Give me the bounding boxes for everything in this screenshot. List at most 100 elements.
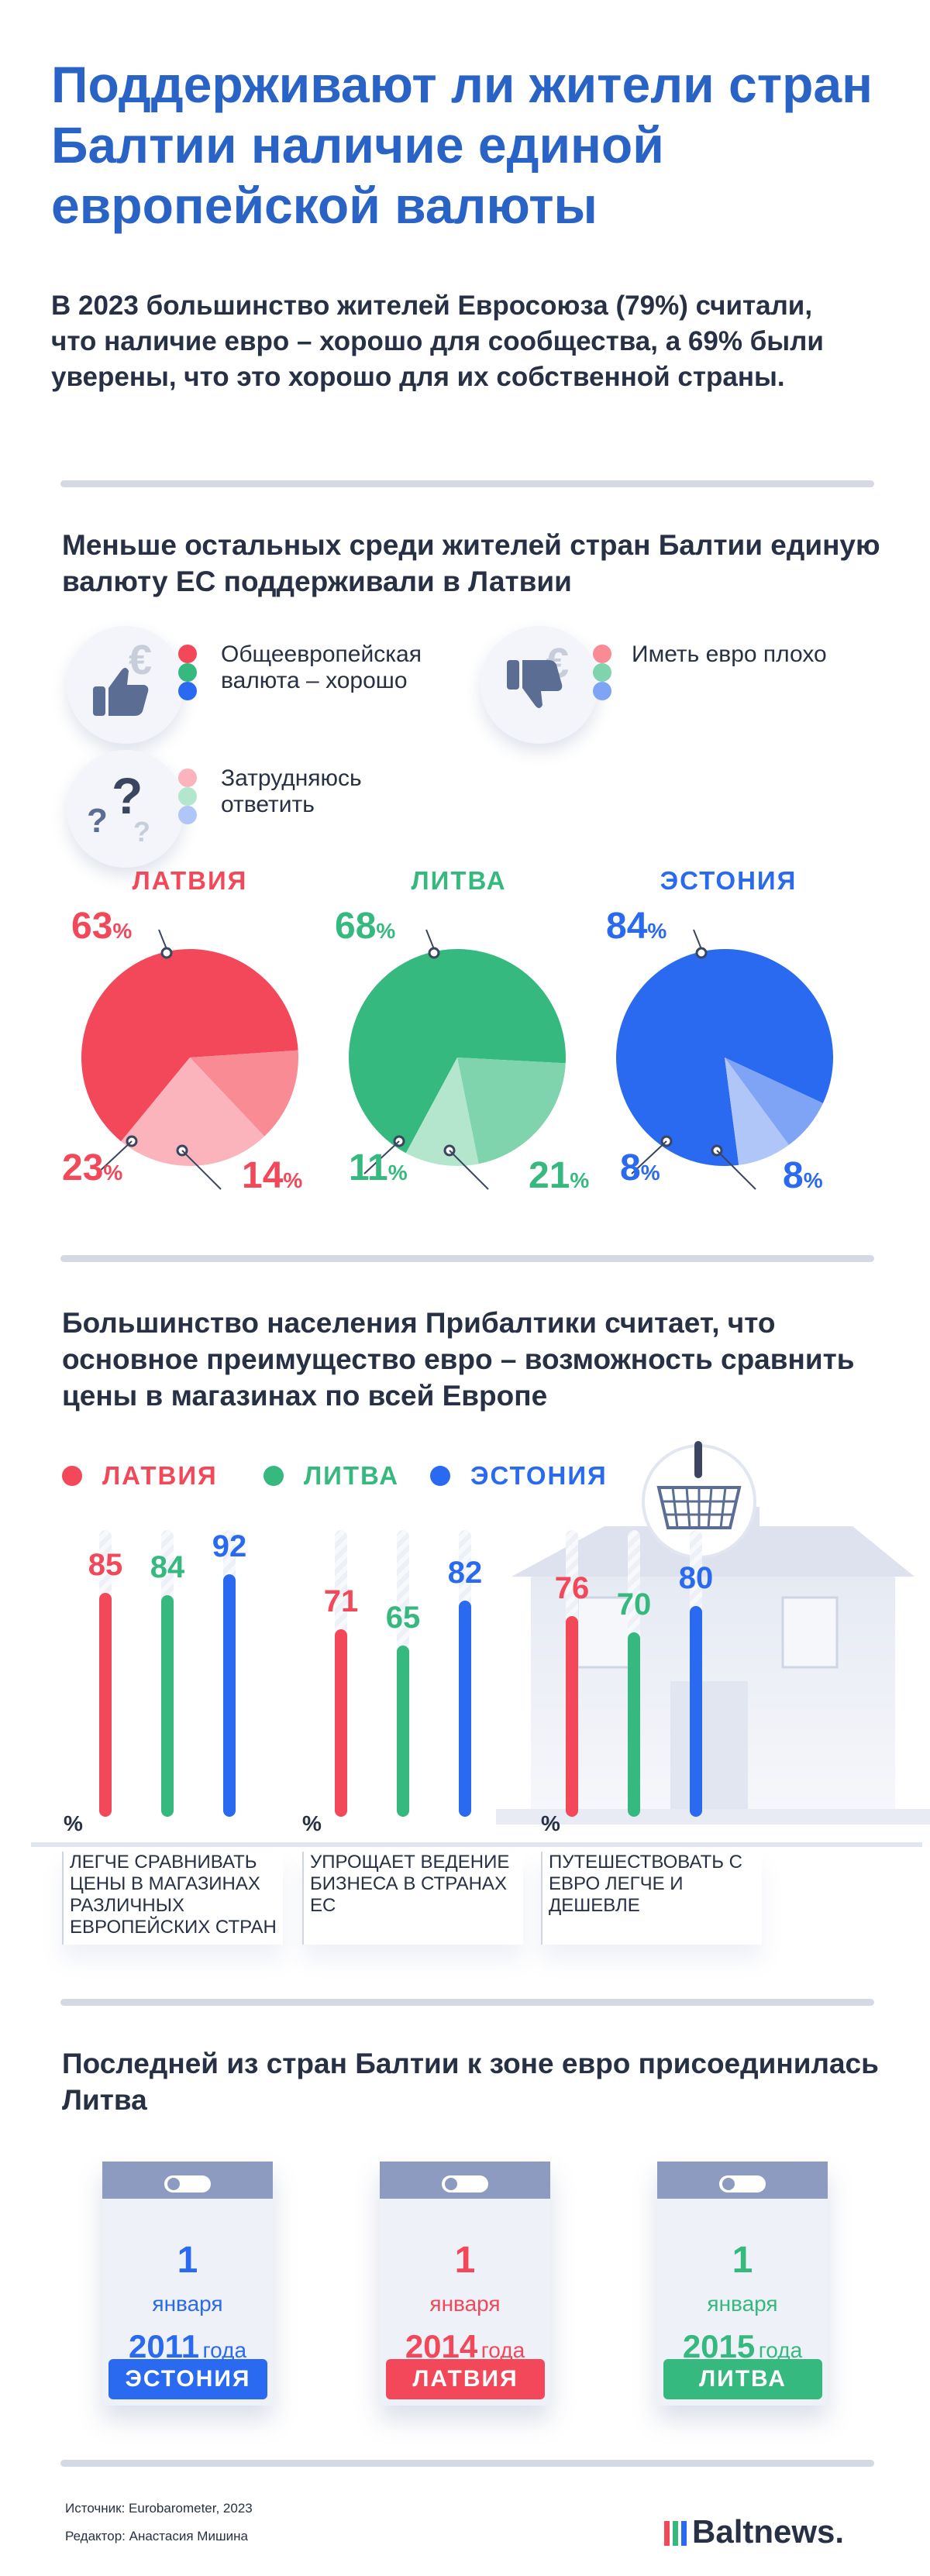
editor-text: Редактор: Анастасия Мишина: [65, 2529, 248, 2543]
legend-dot: [178, 787, 197, 806]
legend-dot: [178, 645, 197, 663]
category-label-prices: ЛЕГЧЕ СРАВНИВАТЬ ЦЕНЫ В МАГАЗИНАХ РАЗЛИЧ…: [62, 1852, 283, 1945]
pct-axis-label: %: [302, 1811, 322, 1835]
calendar-month: января: [429, 2292, 501, 2316]
pie-title-lithuania: ЛИТВА: [411, 866, 507, 895]
pie-value: 8: [620, 1147, 641, 1188]
logo-text: Baltnews.: [692, 2513, 845, 2550]
legend-estonia: ЭСТОНИЯ: [470, 1461, 608, 1490]
pie-slice: [405, 1058, 479, 1166]
legend-dot: [178, 682, 197, 700]
pie-value: 21: [529, 1155, 570, 1196]
bar-value-label: 65: [385, 1600, 421, 1635]
pct-label: 21%: [529, 1155, 590, 1196]
legend-label-bad: Иметь евро плохо: [632, 641, 827, 667]
pct-label: 8%: [783, 1155, 823, 1196]
legend-dot: [178, 663, 197, 682]
bar-value-label: 85: [88, 1547, 123, 1582]
pie-slice: [121, 1058, 265, 1166]
divider: [60, 1999, 874, 2006]
calendar-year: 2011: [128, 2328, 200, 2364]
pie-slice: [81, 949, 298, 1142]
calendar-year-word: года: [758, 2338, 803, 2362]
logo-bar: [673, 2521, 678, 2546]
pct-label: 8%: [620, 1147, 660, 1188]
category-label-business: УПРОЩАЕТ ВЕДЕНИЕ БИЗНЕСА В СТРАНАХ ЕС: [302, 1852, 523, 1945]
pct-axis-label: %: [541, 1811, 560, 1835]
pct-label: 68%: [335, 906, 396, 947]
section1-heading: Меньше остальных среди жителей стран Бал…: [62, 529, 880, 597]
pct-label: 63%: [71, 906, 133, 947]
calendar-day: 1: [177, 2240, 198, 2281]
bar-value-label: 84: [150, 1550, 185, 1585]
leader-line: [631, 1140, 667, 1175]
pie-slice: [457, 1058, 566, 1164]
calendar-day: 1: [732, 2240, 753, 2281]
legend-dot: [593, 645, 611, 663]
leader-dot: [428, 947, 440, 959]
badge-lithuania: ЛИТВА: [663, 2359, 822, 2399]
calendar-month: января: [152, 2292, 223, 2316]
pie-value: 11: [349, 1147, 388, 1188]
source-text: Источник: Eurobarometer, 2023: [65, 2501, 253, 2516]
legend-dot: [264, 1466, 284, 1486]
section2-heading: Большинство населения Прибалтики считает…: [62, 1307, 855, 1412]
pie-value: 63: [71, 906, 113, 947]
pct-label: 14%: [242, 1155, 303, 1196]
pie-value: 68: [335, 906, 377, 947]
bar-value-label: 82: [447, 1555, 483, 1590]
pie-value: 84: [606, 906, 648, 947]
house-with-basket-icon: [496, 1441, 930, 1825]
pie-slice: [725, 1058, 823, 1145]
bar: [628, 1632, 640, 1817]
calendar-day: 1: [454, 2240, 476, 2281]
badge-latvia: ЛАТВИЯ: [386, 2359, 545, 2399]
leader-line: [716, 1150, 756, 1190]
pct-label: 84%: [606, 906, 667, 947]
bar-value-label: 71: [323, 1584, 359, 1619]
badge-estonia: ЭСТОНИЯ: [108, 2359, 267, 2399]
legend-latvia: ЛАТВИЯ: [102, 1461, 218, 1490]
thumbs-down-euro-icon: €: [480, 626, 598, 744]
pie-slice: [725, 1058, 789, 1165]
calendar-year: 2015: [682, 2328, 756, 2364]
divider: [60, 2460, 874, 2467]
svg-text:?: ?: [112, 767, 143, 824]
pie-title-latvia: ЛАТВИЯ: [132, 866, 248, 895]
calendar-month: января: [707, 2292, 778, 2316]
legend-dot: [62, 1466, 82, 1486]
bar: [223, 1573, 236, 1817]
bar-value-label: 70: [616, 1587, 652, 1622]
bar-value-label: 80: [678, 1560, 714, 1595]
legend-label-good: Общеевропейская валюта – хорошо: [221, 641, 422, 693]
leader-line: [363, 1140, 400, 1175]
leader-line: [158, 929, 167, 950]
pct-axis-label: %: [64, 1811, 83, 1835]
bar: [690, 1605, 702, 1817]
pct-label: 23%: [62, 1147, 123, 1188]
leader-line: [693, 929, 702, 950]
question-marks-icon: ? ? ?: [67, 750, 184, 868]
svg-text:?: ?: [133, 816, 150, 848]
logo-bar: [681, 2521, 687, 2546]
leader-line: [181, 1150, 222, 1190]
bar: [335, 1629, 347, 1817]
logo-bar: [664, 2521, 670, 2546]
pie-value: 14: [242, 1155, 284, 1196]
baseline: [31, 1842, 922, 1847]
divider: [60, 480, 874, 487]
section3-heading: Последней из стран Балтии к зоне евро пр…: [62, 2048, 879, 2116]
legend-label-unsure: Затрудняюсь ответить: [221, 765, 362, 817]
legend-dot: [593, 682, 611, 700]
calendar-year-word: года: [480, 2338, 525, 2362]
legend-dot: [430, 1466, 450, 1486]
legend-dot: [593, 663, 611, 682]
bar: [161, 1595, 174, 1817]
calendar-year: 2014: [405, 2328, 478, 2364]
legend-lithuania: ЛИТВА: [304, 1461, 400, 1490]
pie-title-estonia: ЭСТОНИЯ: [660, 866, 797, 895]
pie-slice: [190, 1050, 298, 1137]
pie-charts: [81, 929, 833, 1190]
svg-text:?: ?: [87, 802, 108, 840]
bar-value-label: 76: [554, 1571, 590, 1606]
